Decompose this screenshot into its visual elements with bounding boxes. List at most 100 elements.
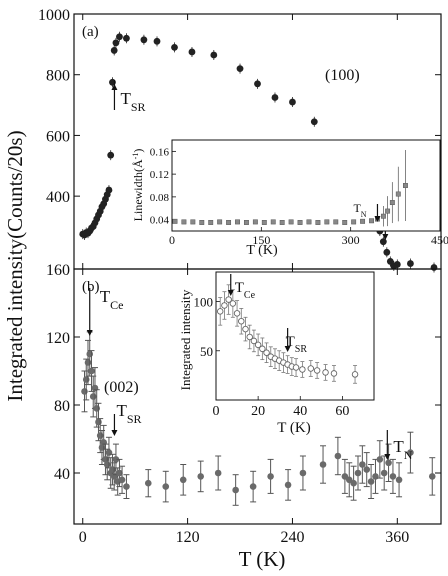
inset-b-arrow-tsr (284, 328, 291, 352)
inset-a-point (369, 218, 374, 224)
panel-b-point (88, 367, 95, 375)
inset-b-xtick-label: 0 (213, 404, 220, 419)
panel-b-arrow-tn-head (384, 454, 391, 460)
panel-a-point (123, 34, 130, 42)
panel-b-point (232, 486, 239, 494)
inset-b-arrow-tce (227, 274, 234, 296)
inset-a-point (380, 213, 386, 219)
panel-a-point (153, 37, 161, 45)
inset-a-point (306, 219, 312, 225)
panel-b-point (95, 418, 102, 426)
inset-a-point (172, 218, 178, 224)
inset-b-point (238, 317, 245, 325)
inset-a-point (333, 219, 339, 225)
panel-a-ytick-label: 800 (46, 68, 70, 85)
panel-b: 40 80 120 0 120 240 360 TCe TSR TN (46, 269, 441, 546)
inset-a-point (351, 219, 357, 225)
inset-b-point (259, 345, 266, 353)
inset-b-ylabel: Integrated intensity (178, 289, 193, 390)
inset-a-point (279, 220, 285, 225)
panel-b-frame (73, 268, 442, 525)
panel-b-point (118, 476, 126, 484)
panel-b-point (89, 393, 97, 400)
panel-a-ytick-label: 600 (46, 128, 70, 145)
panel-b-point (367, 478, 375, 485)
inset-a-point (261, 220, 267, 225)
panel-b-label: (b) (82, 279, 100, 295)
inset-a-point (403, 183, 408, 188)
panel-a-reflection: (100) (325, 67, 360, 84)
inset-b-point (242, 325, 249, 333)
panel-b-tn-label: TN (393, 437, 412, 462)
panel-b-point (81, 388, 88, 395)
inset-a-point (315, 220, 321, 225)
panel-a-ytick-label: 1000 (38, 7, 70, 24)
inset-b-point (233, 310, 241, 317)
panel-b-point (284, 481, 292, 489)
panel-b-arrow-tce-head (86, 330, 93, 336)
panel-b-point (334, 452, 342, 460)
panel-b-point (428, 473, 436, 480)
panel-b-point (162, 483, 170, 490)
inset-b-point (307, 365, 315, 372)
panel-a-point (110, 47, 118, 54)
inset-a-xtick-label: 450 (431, 233, 448, 247)
panel-b-point (96, 432, 104, 439)
inset-b-point (313, 367, 321, 374)
panel-b-point (380, 469, 388, 477)
inset-a-point (181, 219, 187, 225)
inset-b-xtick-label: 60 (335, 404, 349, 419)
inset-b-frame (215, 271, 375, 401)
inset-a-arrow-tn-head (374, 216, 381, 222)
inset-a-point (385, 208, 391, 214)
panel-b-point (116, 469, 123, 477)
inset-a: 0.04 0.08 0.12 0.16 0 150 300 450 Linewidth(Å-1)… (131, 146, 448, 258)
inset-b-xtick-label: 40 (293, 404, 307, 419)
panel-a-point (383, 248, 391, 256)
panel-a-point (310, 118, 318, 126)
panel-b-point (267, 473, 274, 480)
panel-b-point (363, 466, 371, 473)
panel-a-point (105, 186, 113, 194)
x-axis-title: T (K) (239, 547, 286, 571)
inset-a-arrow-tn (374, 204, 381, 222)
panel-b-point (103, 461, 111, 468)
panel-b-point (144, 479, 152, 487)
panel-b-xtick-label: 240 (280, 529, 304, 546)
inset-b-point (246, 333, 253, 341)
inset-a-point (226, 220, 232, 225)
panel-b-ytick-label: 80 (54, 398, 70, 415)
panel-a-point (112, 39, 120, 47)
inset-b-arrow-tce-head (227, 290, 234, 296)
panel-b-xtick-label: 360 (385, 529, 409, 546)
inset-a-point (288, 219, 294, 225)
panel-b-point (93, 405, 101, 412)
panel-a-point (140, 36, 148, 44)
panel-b-point (354, 469, 362, 477)
inset-a-ytick-label: 0.16 (150, 146, 170, 158)
panel-b-point (100, 439, 108, 446)
panel-b-point (372, 473, 379, 480)
panel-b-arrow-tce (86, 288, 93, 336)
panel-a-arrow-tsr (111, 80, 118, 110)
panel-b-point (376, 456, 384, 463)
panel-a-arrow-tn-head (382, 234, 389, 240)
panel-a-ytick-label: 160 (46, 262, 70, 279)
inset-b-point (263, 349, 270, 356)
inset-b-tce-label: TCe (235, 280, 256, 301)
inset-a-ytick-label: 0.12 (150, 169, 169, 181)
panel-b-arrow-tn (384, 430, 391, 460)
panel-b-point (197, 473, 205, 480)
inset-a-point (235, 219, 240, 225)
inset-b-xtick-label: 20 (251, 404, 265, 419)
inset-a-point (208, 220, 214, 225)
inset-a-xtick-label: 150 (252, 233, 270, 247)
panel-b-point (395, 476, 403, 484)
panel-b-arrow-tsr (111, 414, 118, 436)
panel-a-point (430, 264, 438, 271)
panel-a-point (393, 261, 401, 268)
panel-b-xtick-label: 120 (176, 529, 200, 546)
inset-b: 50 100 0 20 40 60 Integrated intensity T (K) TCe… (178, 274, 359, 436)
panel-b-point (109, 466, 116, 473)
